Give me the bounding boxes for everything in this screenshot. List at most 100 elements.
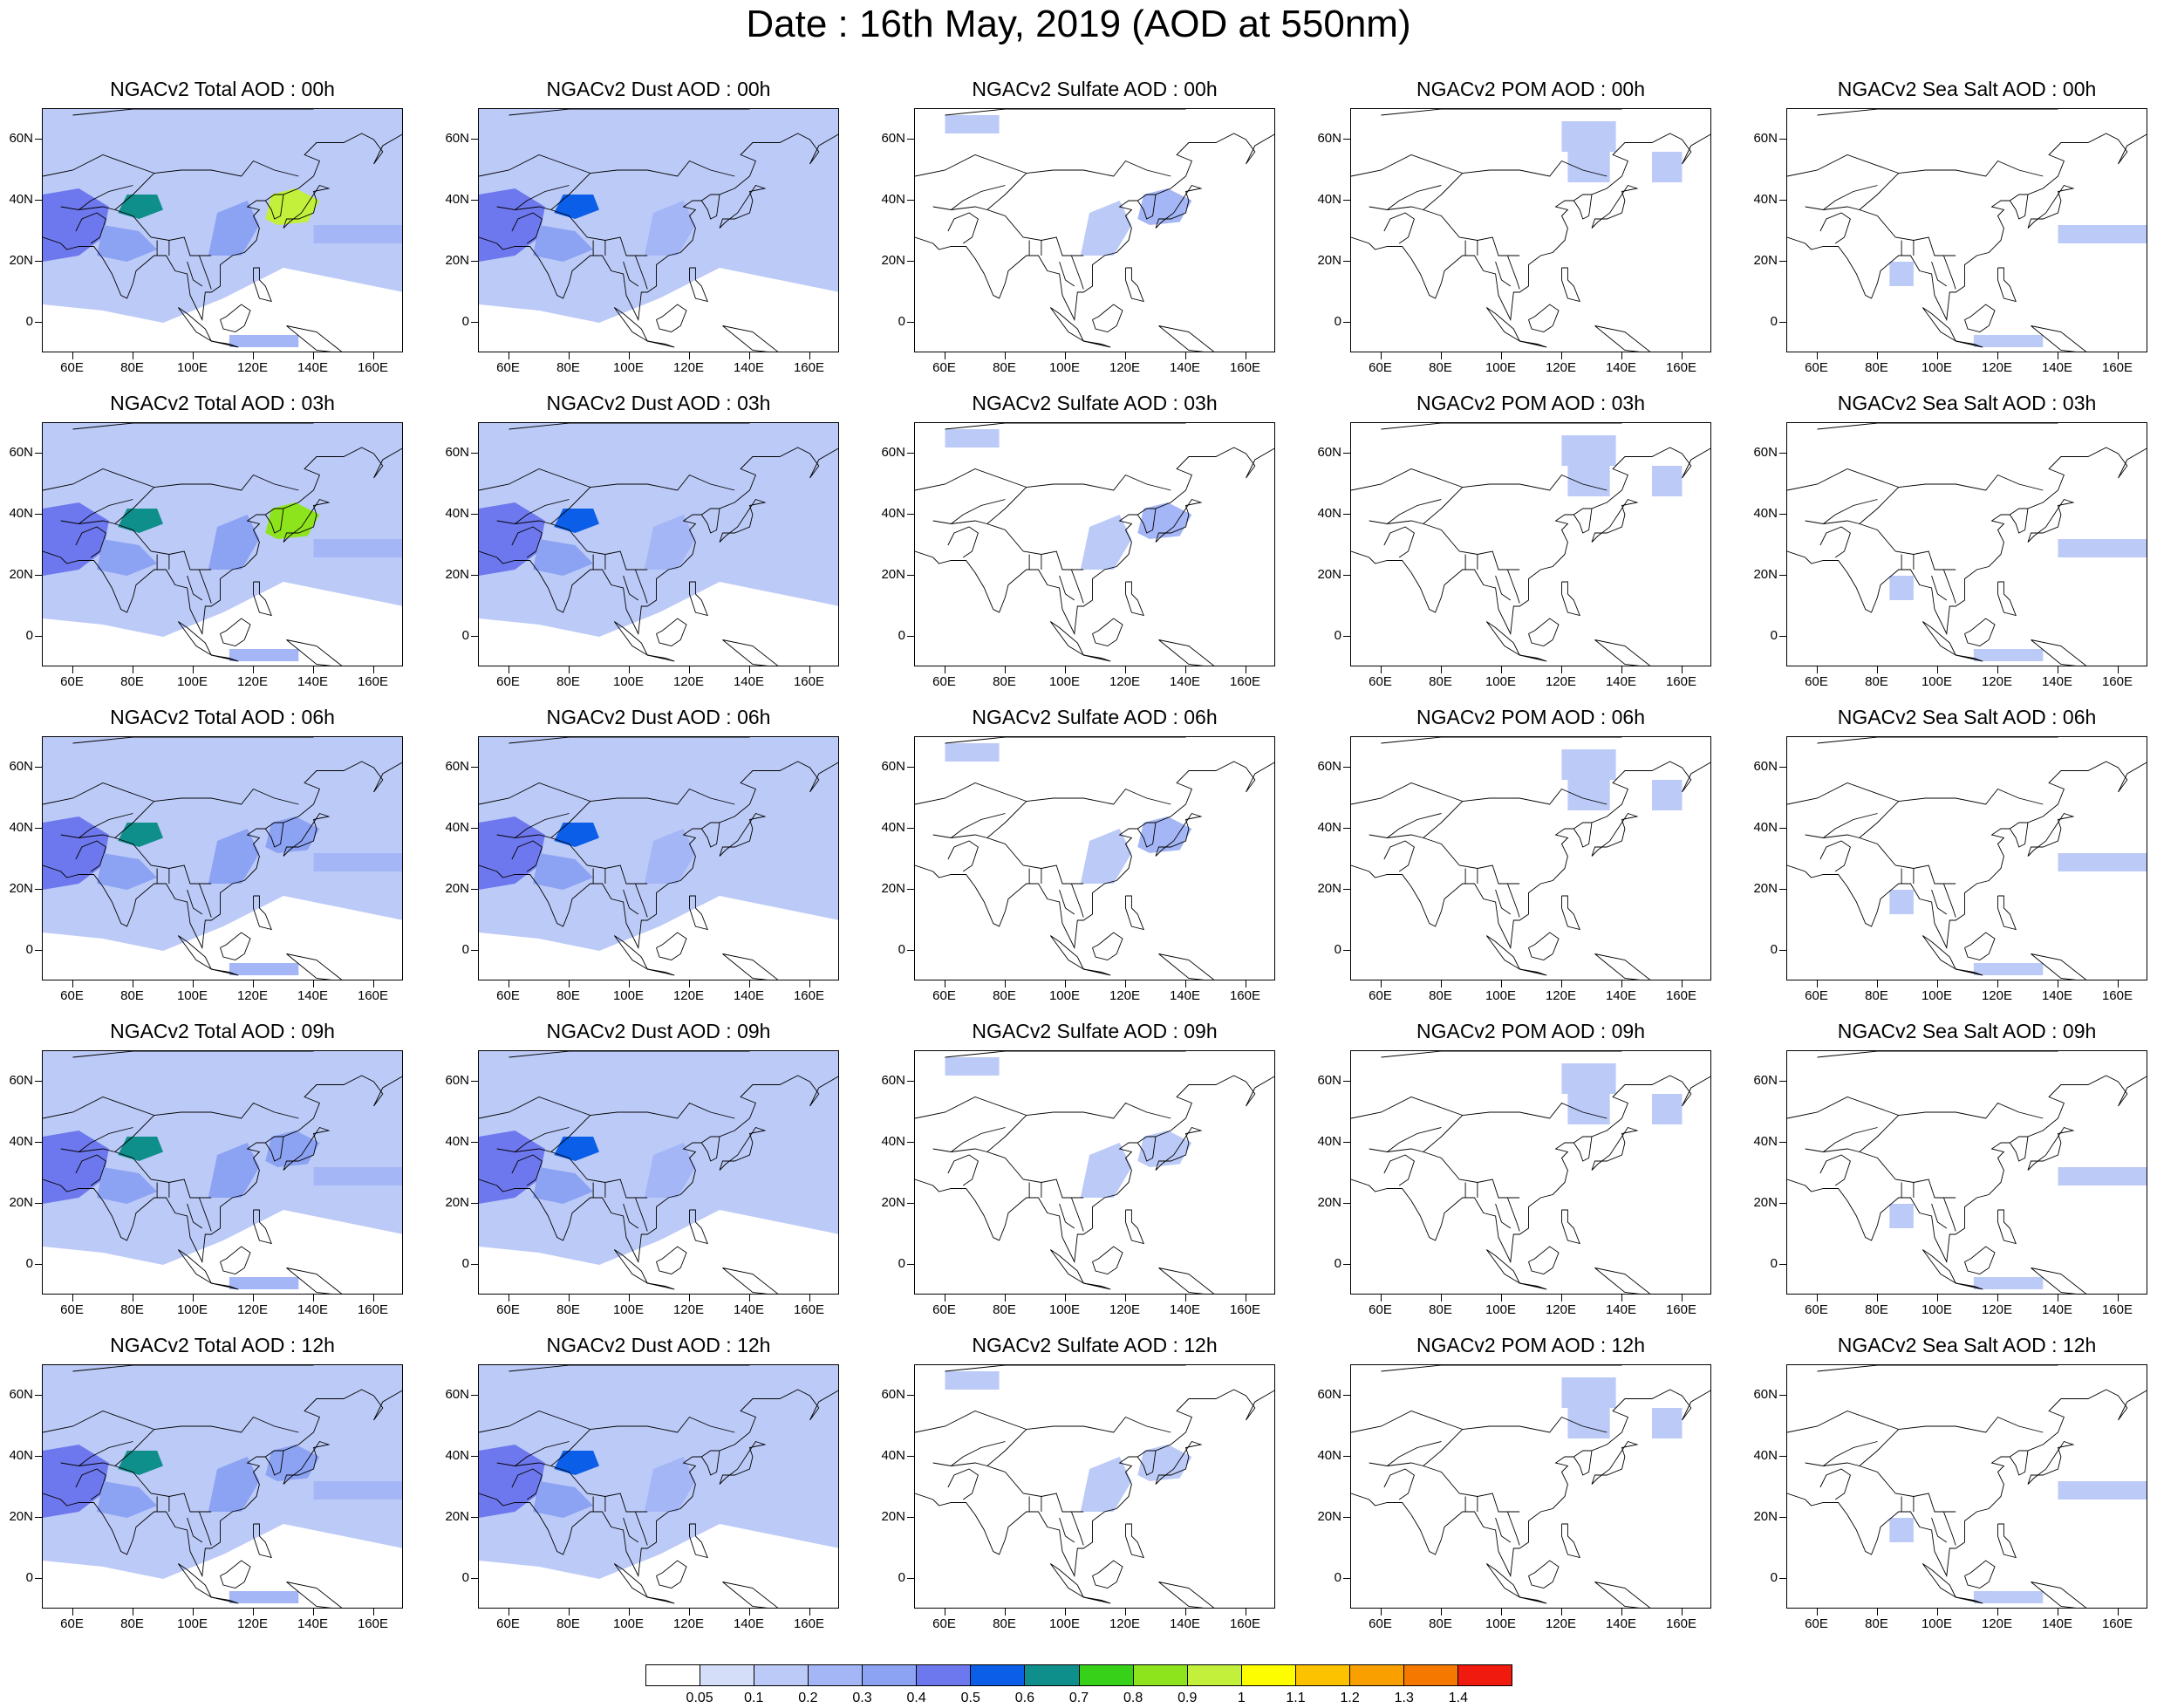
map-outline	[78, 1148, 212, 1199]
y-tick	[1779, 139, 1786, 140]
map-outline	[1495, 1203, 1512, 1229]
map-outline	[951, 520, 1084, 570]
map-panel: NGACv2 Dust AOD : 09h 0 20N 40N 60N 60E 80E 100…	[436, 1020, 855, 1335]
x-tick	[1936, 1295, 1938, 1301]
panel-title: NGACv2 Dust AOD : 12h	[546, 1334, 771, 1356]
map-panel: NGACv2 Sea Salt AOD : 06h 0 20N 40N 60N 60E 80…	[1744, 706, 2157, 1021]
map-outline	[2010, 194, 2028, 202]
map-outline	[114, 788, 299, 838]
map-plot-area	[1786, 422, 2147, 666]
x-tick-label: 100E	[1048, 360, 1081, 375]
x-tick-label: 140E	[2041, 1302, 2073, 1317]
map-outline	[1942, 1511, 1956, 1546]
x-tick	[1876, 1295, 1878, 1301]
panel-title: NGACv2 Total AOD : 03h	[110, 392, 335, 414]
x-tick	[1064, 666, 1066, 673]
y-tick	[907, 828, 914, 829]
aod-region-siberia-e	[1561, 435, 1616, 466]
map-outline	[1351, 154, 1463, 177]
x-tick-label: 160E	[1665, 360, 1697, 375]
y-tick-label: 0	[25, 314, 33, 329]
aod-field	[1787, 1365, 2147, 1608]
map-outline	[1859, 1416, 2044, 1466]
x-tick	[1876, 352, 1878, 359]
map-outline	[511, 1154, 543, 1186]
map-outline	[60, 1127, 133, 1152]
map-outline	[253, 1523, 272, 1559]
map-outline	[1817, 1051, 2058, 1058]
aod-region-north-pacific	[2058, 539, 2147, 557]
x-tick	[2117, 1295, 2119, 1301]
aod-region-china-east	[1080, 515, 1132, 570]
y-tick	[471, 1264, 478, 1265]
map-outline	[78, 1462, 212, 1513]
x-tick-label: 80E	[1865, 988, 1888, 1003]
map-outline	[283, 184, 331, 229]
y-tick-label: 60N	[881, 131, 905, 146]
x-tick-label: 80E	[993, 674, 1016, 689]
aod-region-middle-east	[479, 188, 545, 262]
y-tick	[35, 139, 42, 140]
map-outline	[1495, 261, 1512, 287]
x-tick	[1621, 980, 1622, 987]
x-tick-label: 80E	[120, 988, 144, 1003]
x-tick-label: 80E	[556, 988, 580, 1003]
map-outline	[198, 883, 212, 918]
map-outline	[198, 1511, 212, 1546]
map-plot-area	[1350, 1364, 1711, 1609]
y-tick	[1343, 139, 1350, 140]
x-tick-label: 140E	[1169, 988, 1201, 1003]
y-tick	[35, 200, 42, 201]
y-tick-label: 60N	[445, 1073, 469, 1088]
map-outline	[1387, 1462, 1520, 1513]
aod-region-tarim	[554, 195, 599, 219]
y-tick	[35, 322, 42, 323]
x-tick-label: 160E	[2101, 1616, 2133, 1631]
x-tick-label: 140E	[1605, 988, 1637, 1003]
x-tick-label: 60E	[1369, 1616, 1392, 1631]
map-plot-area	[1786, 736, 2147, 980]
y-tick	[471, 1578, 478, 1579]
x-tick	[312, 666, 314, 673]
map-outline	[1805, 1127, 1878, 1152]
map-outline	[1519, 968, 1547, 976]
x-tick	[192, 666, 194, 673]
aod-field	[1351, 737, 1710, 980]
aod-field	[915, 109, 1274, 352]
y-tick-label: 40N	[881, 506, 905, 521]
y-tick	[1343, 1456, 1350, 1457]
aod-region-tarim	[554, 823, 599, 847]
y-tick	[907, 1142, 914, 1143]
map-outline	[1158, 953, 1215, 980]
map-outline	[656, 932, 687, 960]
x-tick	[192, 1295, 194, 1301]
map-outline	[1158, 1267, 1215, 1294]
map-outline	[1942, 255, 1956, 290]
y-tick-label: 20N	[1753, 881, 1778, 896]
x-tick-label: 60E	[1805, 1302, 1828, 1317]
map-outline	[509, 109, 750, 116]
map-panel: NGACv2 Total AOD : 06h 0 20N 40N 60N 60E 80E 10…	[0, 706, 419, 1021]
aod-region-kamchatka	[1652, 152, 1683, 182]
y-tick	[471, 514, 478, 515]
map-outline	[43, 1411, 154, 1433]
map-outline	[1423, 474, 1608, 524]
y-tick-label: 20N	[1317, 1195, 1341, 1210]
y-tick-label: 0	[25, 1256, 33, 1271]
x-tick	[252, 666, 254, 673]
y-tick-label: 60N	[9, 131, 33, 146]
y-tick-label: 20N	[1753, 1509, 1778, 1524]
x-tick	[1184, 1295, 1186, 1301]
map-outline	[43, 447, 402, 636]
y-tick-label: 40N	[9, 192, 33, 207]
map-panel: NGACv2 POM AOD : 00h 0 20N 40N 60N 60E 80E 100E…	[1308, 78, 1727, 393]
x-tick	[72, 1295, 73, 1301]
map-outline	[1137, 508, 1156, 516]
x-tick-label: 100E	[1048, 674, 1081, 689]
y-tick	[1343, 1142, 1350, 1143]
x-tick-label: 140E	[297, 360, 329, 375]
map-plot-area	[478, 1050, 839, 1295]
aod-region-tarim	[118, 1451, 163, 1475]
x-tick-label: 120E	[1545, 360, 1577, 375]
aod-field	[1787, 423, 2147, 666]
